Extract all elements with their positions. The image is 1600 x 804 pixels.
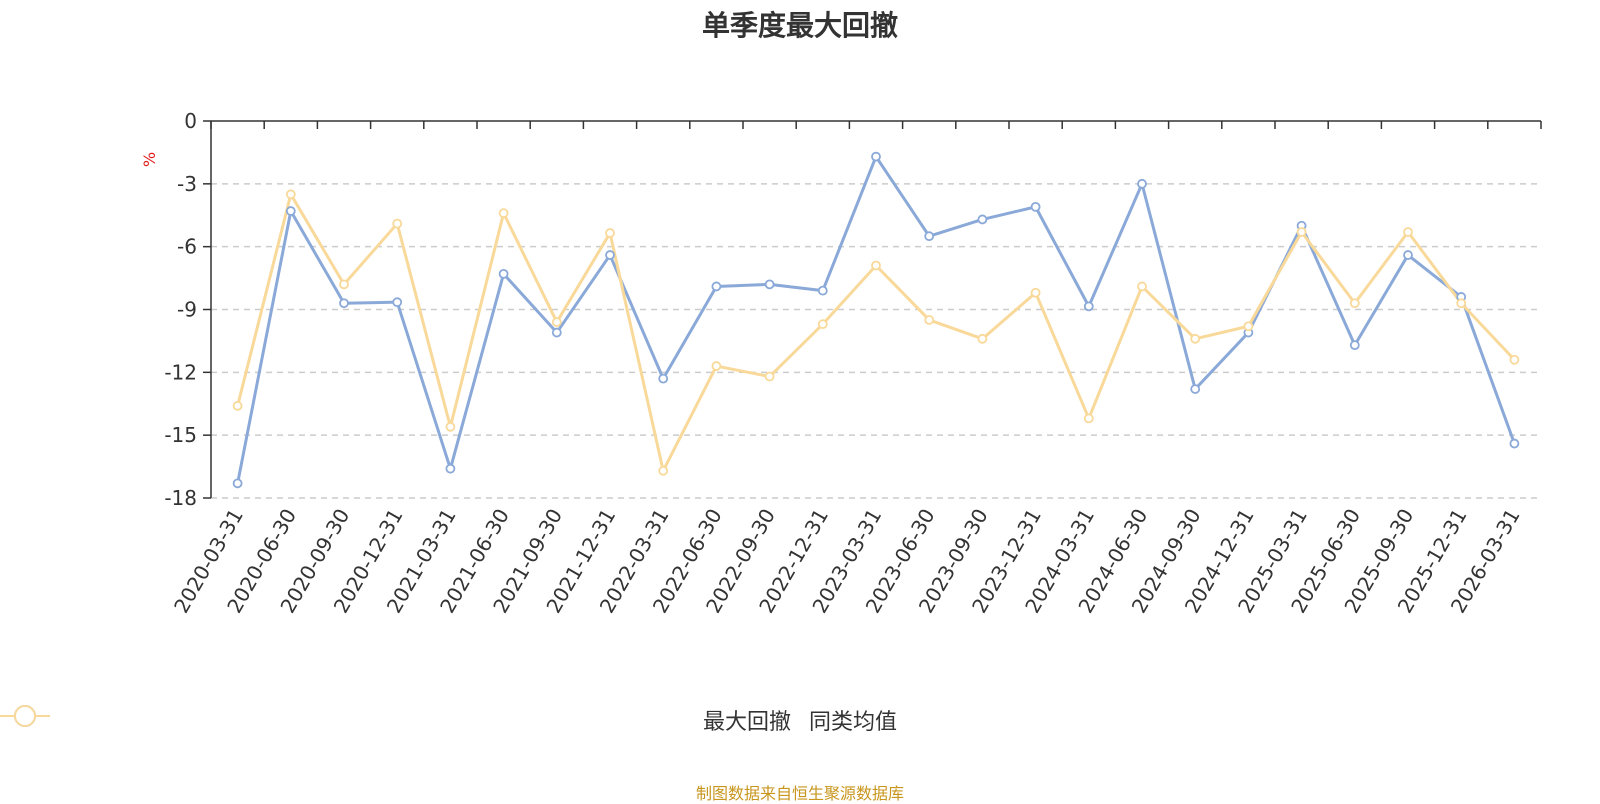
data-source-note: 制图数据来自恒生聚源数据库 [695,784,904,803]
data-point-series-1 [764,371,775,382]
legend-item-peer-average[interactable]: 同类均值 [0,704,898,736]
data-point-series-0 [339,298,349,309]
data-point-series-1 [871,260,881,271]
data-point-series-0 [285,206,296,216]
data-point-series-0 [445,463,456,474]
data-point-series-0 [1349,340,1360,351]
data-point-series-1 [445,421,456,432]
legend: 最大回撤 同类均值 [0,704,1600,736]
data-point-series-0 [658,373,669,384]
legend-marker-peer-average [0,705,50,727]
data-point-series-1 [977,333,988,344]
data-point-series-1 [1083,413,1094,424]
y-tick-label: 0 [184,109,197,133]
data-point-series-0 [764,279,775,290]
y-tick-label: -15 [164,423,197,447]
data-point-series-1 [658,465,669,476]
data-point-series-1 [711,361,722,371]
data-point-series-0 [924,231,935,242]
data-point-series-1 [1456,298,1467,309]
series-line-1 [236,192,1516,473]
data-point-series-1 [498,208,509,219]
data-point-series-0 [1509,438,1520,449]
data-point-series-0 [1083,301,1094,312]
data-point-series-1 [605,228,615,238]
data-point-series-1 [1030,287,1041,298]
data-point-series-1 [339,279,349,290]
data-point-series-1 [1243,321,1254,332]
data-point-series-1 [1137,281,1147,292]
y-tick-label: -6 [177,235,197,259]
data-point-series-1 [817,319,828,330]
line-chart: 0-3-6-9-12-15-182020-03-312020-06-302020… [164,109,1542,617]
y-tick-label: -3 [177,172,197,196]
data-point-series-1 [392,218,403,229]
legend-label-peer-average: 同类均值 [809,710,898,735]
data-point-series-0 [392,297,403,308]
data-point-series-0 [817,285,828,296]
data-point-series-0 [232,478,243,489]
data-point-series-0 [498,268,509,279]
data-point-series-0 [1403,250,1413,260]
data-point-series-0 [605,250,615,260]
data-point-series-0 [871,151,881,162]
y-tick-label: -9 [177,298,197,322]
y-tick-label: -12 [164,360,197,384]
legend-label-max-drawdown: 最大回撤 [702,710,791,735]
data-point-series-0 [1190,384,1201,394]
data-point-series-0 [977,214,988,225]
data-point-series-1 [1349,298,1360,309]
data-point-series-0 [1030,201,1041,212]
data-point-series-0 [711,281,722,292]
data-point-series-1 [285,189,296,200]
data-point-series-0 [551,327,562,338]
legend-item-max-drawdown[interactable]: 最大回撤 [0,704,791,736]
data-point-series-1 [551,317,562,327]
data-point-series-1 [1296,227,1307,237]
data-point-series-1 [1403,227,1413,237]
series-line-0 [236,155,1516,484]
data-point-series-1 [232,400,243,411]
data-point-series-1 [1509,354,1520,365]
data-point-series-1 [1190,333,1201,344]
data-point-series-1 [924,315,935,325]
chart-title: 单季度最大回撤 [701,9,898,42]
y-tick-label: -18 [164,486,197,510]
data-point-series-0 [1137,178,1147,189]
